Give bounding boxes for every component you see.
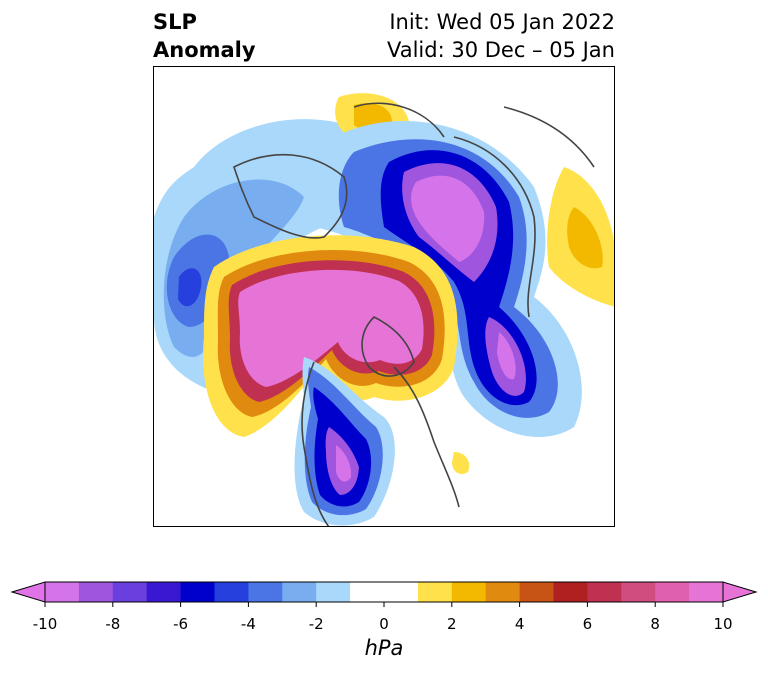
colorbar-segment (112, 582, 148, 602)
colorbar-segment (78, 582, 114, 602)
colorbar-tick-label: -10 (32, 615, 58, 633)
colorbar-over-arrow (722, 581, 758, 603)
colorbar-tick-label: 2 (447, 615, 457, 633)
colorbar-segment (146, 582, 182, 602)
anomaly-map (154, 93, 614, 526)
colorbar-segment (316, 582, 351, 602)
colorbar-segment (417, 582, 453, 602)
colorbar-segment (485, 582, 521, 602)
colorbar-segment (519, 582, 554, 602)
colorbar-tick-label: 10 (713, 615, 733, 633)
positive-anomaly-east-core (567, 207, 603, 269)
positive-anomaly-weak-atlantic (452, 452, 470, 474)
colorbar-segment (621, 582, 656, 602)
negative-anomaly-siberia-peak (411, 175, 485, 262)
colorbar-tick-label: 0 (379, 615, 389, 633)
negative-anomaly-pacific-peak (497, 332, 516, 380)
valid-range: Valid: 30 Dec – 05 Jan (386, 38, 615, 62)
coastlines (233, 102, 595, 526)
map-title: SLP Anomaly (153, 8, 256, 64)
colorbar-segment (282, 582, 317, 602)
colorbar-tick-label: -8 (105, 615, 121, 633)
positive-anomaly-polar-core (238, 269, 424, 387)
colorbar-segment (451, 582, 487, 602)
title-line-2: Anomaly (153, 38, 256, 62)
colorbar-segment (350, 582, 385, 602)
colorbar-under-arrow (10, 581, 46, 603)
colorbar-tick-label: -6 (173, 615, 189, 633)
colorbar-tick-label: 8 (650, 615, 660, 633)
colorbar-segment (384, 582, 419, 602)
map-panel (153, 66, 615, 527)
map-subtitle: Init: Wed 05 Jan 2022 Valid: 30 Dec – 05… (387, 8, 615, 64)
title-line-1: SLP (153, 10, 197, 34)
colorbar-segment (214, 582, 249, 602)
colorbar-tick-label: -2 (308, 615, 324, 633)
colorbar-tick-label: -4 (240, 615, 256, 633)
colorbar (10, 581, 758, 607)
colorbar-segment (45, 582, 80, 602)
negative-anomaly-core (178, 268, 202, 307)
colorbar-segment (248, 582, 283, 602)
init-date: Init: Wed 05 Jan 2022 (389, 10, 615, 34)
colorbar-segment (655, 582, 690, 602)
colorbar-tick-label: 4 (514, 615, 525, 633)
colorbar-segment (180, 582, 215, 602)
colorbar-segment (587, 582, 622, 602)
colorbar-tick-label: 6 (582, 615, 593, 633)
negative-anomaly-namerica-peak (336, 445, 352, 482)
colorbar-unit: hPa (364, 636, 404, 660)
colorbar-segment (553, 582, 588, 602)
colorbar-segment (689, 582, 724, 602)
